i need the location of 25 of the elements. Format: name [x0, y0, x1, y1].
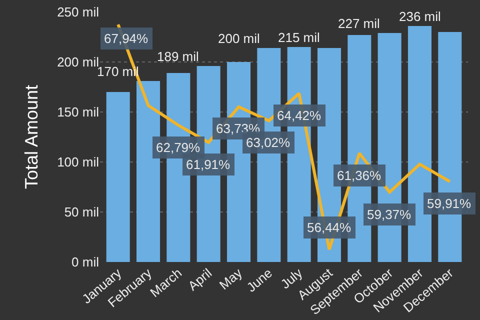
data-label: 61,36% [337, 168, 382, 183]
data-label: 67,94% [104, 31, 149, 46]
y-tick-label: 0 mil [72, 254, 100, 270]
data-label: 62,79% [156, 140, 201, 155]
data-label: 236 mil [399, 9, 442, 24]
data-label: 61,91% [186, 157, 231, 172]
y-tick-label: 250 mil [57, 4, 100, 20]
data-label: 64,42% [277, 108, 322, 123]
data-label: 200 mil [218, 31, 260, 46]
data-label: 59,37% [367, 207, 412, 222]
data-label: 63,73% [216, 121, 261, 136]
data-label: 227 mil [338, 16, 380, 31]
y-tick-label: 150 mil [57, 104, 100, 120]
data-label: 56,44% [307, 220, 352, 235]
x-tick-label: May [216, 264, 246, 293]
y-tick-label: 100 mil [57, 154, 100, 170]
x-tick-label: June [244, 265, 276, 295]
y-tick-label: 50 mil [64, 204, 100, 220]
data-label: 189 mil [157, 49, 200, 64]
data-label: 63,02% [246, 135, 291, 150]
data-label: 59,91% [427, 196, 472, 211]
y-axis-title: Total Amount [21, 84, 42, 190]
data-label: 215 mil [278, 30, 320, 45]
bar [106, 92, 130, 262]
y-tick-label: 200 mil [57, 54, 100, 70]
